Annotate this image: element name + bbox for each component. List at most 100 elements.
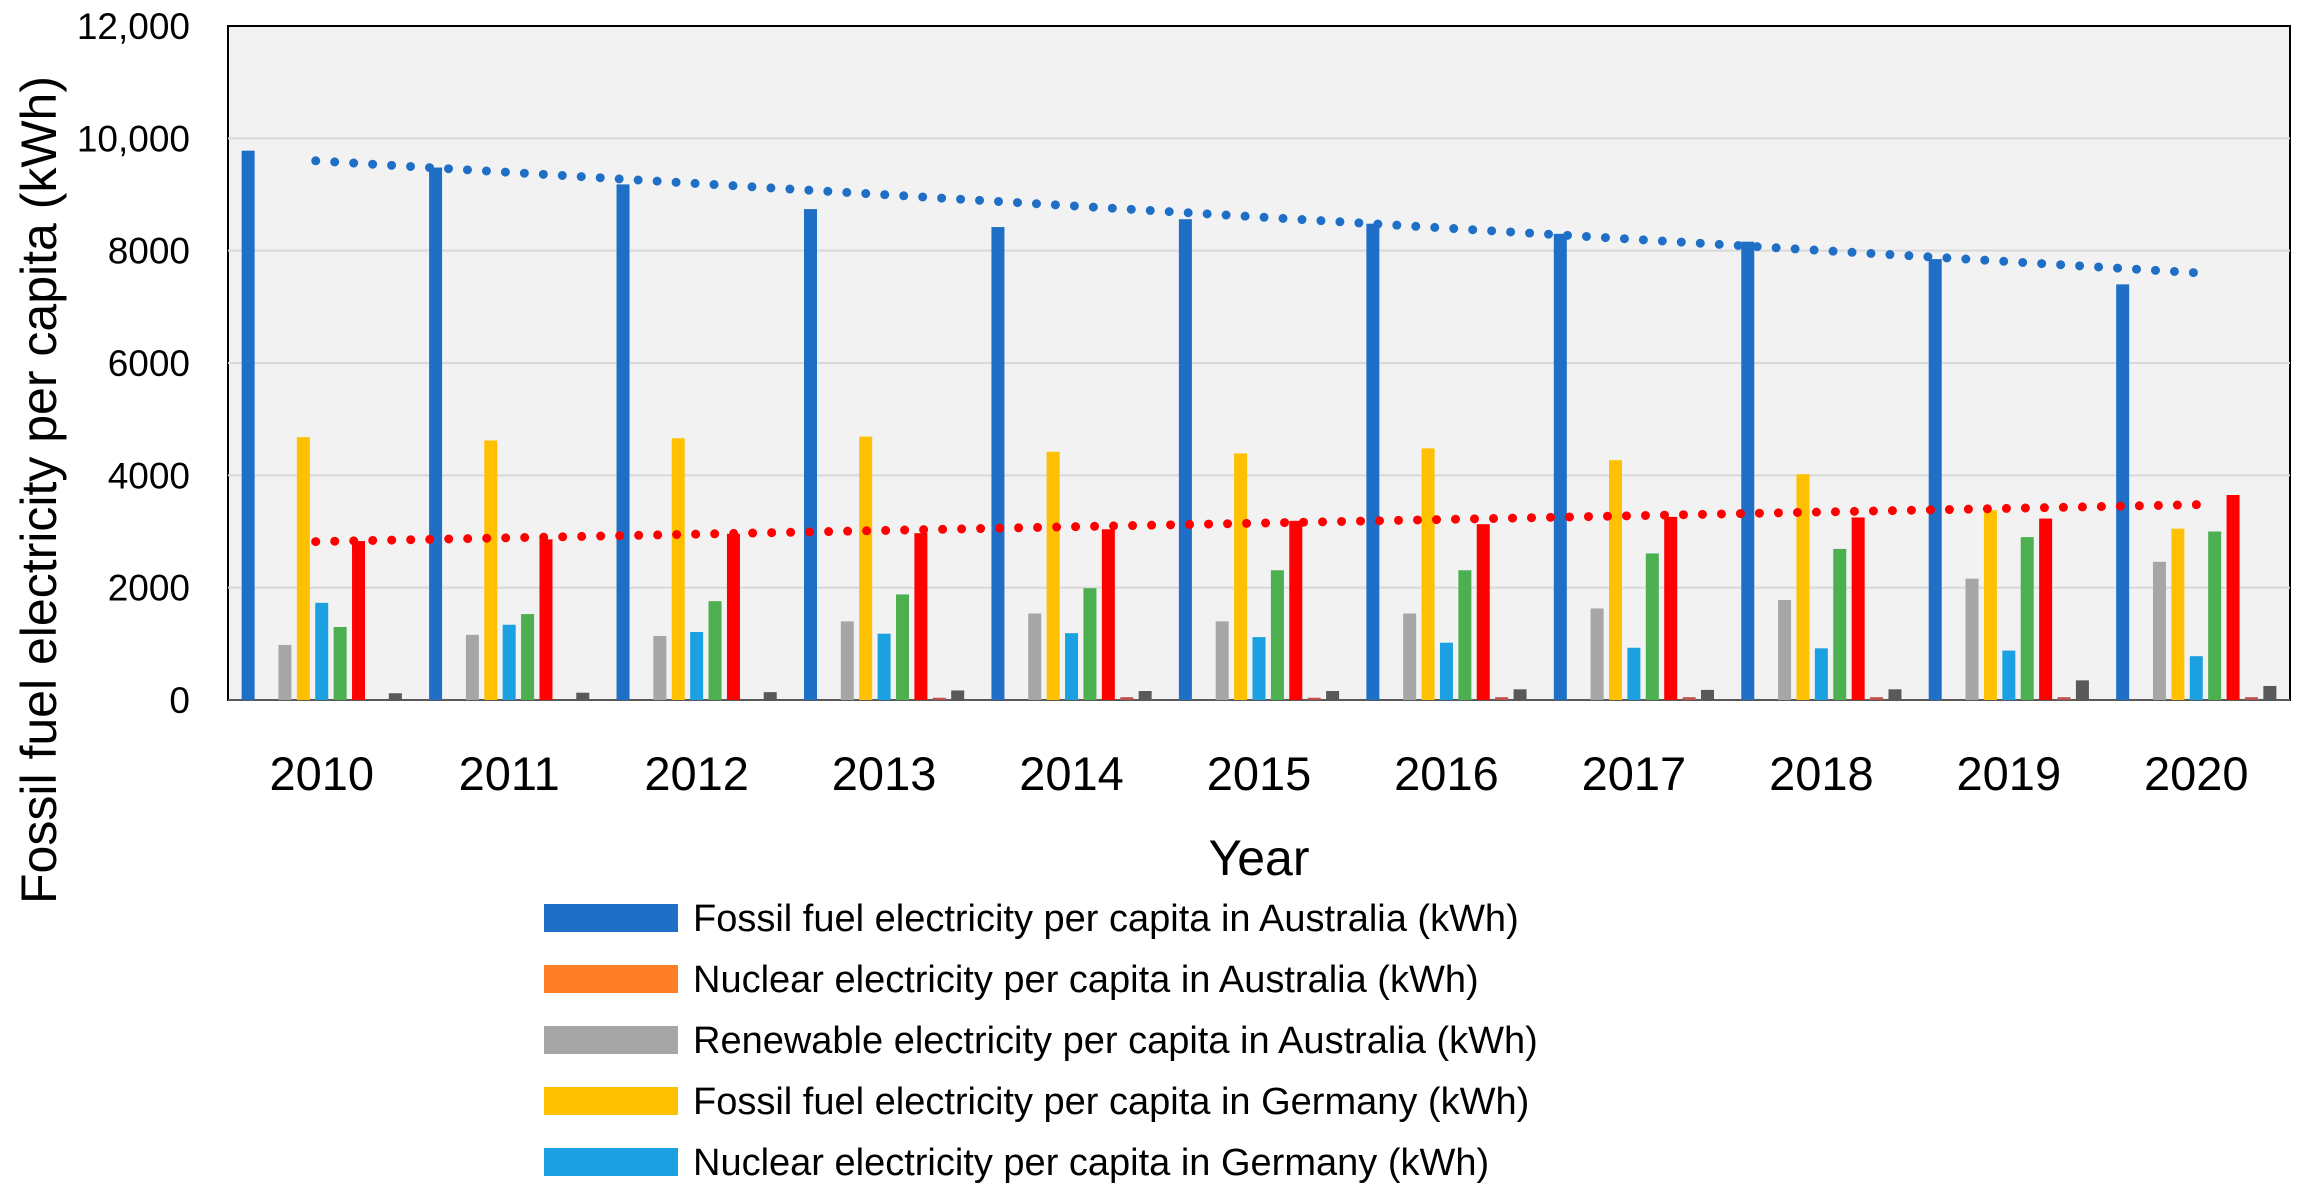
x-tick-label: 2017 [1582, 747, 1687, 800]
bar-2010-series-6 [333, 626, 347, 700]
bar-2015-series-5 [1252, 637, 1266, 700]
bar-2020-series-6 [2208, 531, 2222, 700]
bar-2012-series-7 [726, 533, 740, 700]
x-tick-label: 2018 [1769, 747, 1874, 800]
bar-2016-series-1 [1366, 223, 1380, 700]
bar-2010-series-9 [388, 693, 402, 700]
legend: Fossil fuel electricity per capita in Au… [544, 898, 1538, 1184]
bar-2015-series-8 [1307, 697, 1321, 700]
legend-label-3: Renewable electricity per capita in Aust… [693, 1020, 1538, 1062]
bar-2014-series-6 [1083, 588, 1097, 700]
x-tick-label: 2011 [459, 747, 560, 800]
x-tick-label: 2015 [1207, 747, 1312, 800]
bar-2019-series-1 [1928, 259, 1942, 700]
x-tick-label: 2013 [832, 747, 937, 800]
bar-2016-series-4 [1421, 448, 1435, 700]
bar-2016-series-9 [1513, 689, 1527, 700]
x-axis-title: Year [1208, 830, 1309, 886]
bar-2011-series-7 [539, 539, 553, 700]
bar-2010-series-4 [296, 437, 310, 700]
bar-2018-series-7 [1851, 517, 1865, 700]
legend-label-1: Fossil fuel electricity per capita in Au… [693, 898, 1519, 940]
bar-2013-series-8 [932, 697, 946, 700]
bars [241, 150, 2277, 701]
bar-2013-series-5 [877, 633, 891, 700]
y-tick-label: 6000 [108, 343, 190, 384]
bar-2010-series-1 [241, 150, 255, 700]
bar-2013-series-4 [859, 436, 873, 700]
bar-2020-series-9 [2263, 685, 2277, 700]
bar-2017-series-9 [1701, 689, 1715, 700]
bar-2014-series-5 [1065, 633, 1079, 700]
bar-2014-series-1 [991, 227, 1005, 700]
bar-2013-series-3 [840, 621, 854, 700]
bar-2014-series-9 [1138, 691, 1152, 700]
trendline-1 [311, 156, 2207, 278]
bar-2019-series-5 [2002, 650, 2016, 700]
bar-2012-series-4 [671, 438, 685, 700]
bar-2019-series-4 [1983, 510, 1997, 700]
legend-label-4: Fossil fuel electricity per capita in Ge… [693, 1081, 1529, 1123]
bar-2017-series-7 [1664, 516, 1678, 700]
bar-2020-series-3 [2152, 561, 2166, 700]
bar-2014-series-8 [1120, 697, 1134, 700]
bar-2018-series-5 [1814, 648, 1828, 700]
y-tick-label: 0 [169, 680, 190, 721]
legend-label-5: Nuclear electricity per capita in German… [693, 1142, 1489, 1184]
bar-2018-series-3 [1778, 600, 1792, 700]
bar-2020-series-1 [2116, 284, 2130, 700]
bar-2013-series-1 [803, 209, 817, 700]
bar-2010-series-5 [315, 602, 329, 700]
legend-swatch-3 [544, 1026, 678, 1054]
bar-2019-series-6 [2020, 537, 2034, 700]
bar-2011-series-6 [521, 614, 535, 700]
x-tick-label: 2012 [644, 747, 749, 800]
bar-2018-series-8 [1870, 697, 1884, 700]
legend-swatch-1 [544, 904, 678, 932]
bar-2012-series-5 [690, 632, 704, 700]
bar-2017-series-4 [1609, 460, 1623, 700]
bar-2016-series-6 [1458, 570, 1472, 700]
bar-2015-series-4 [1234, 453, 1248, 700]
bar-2018-series-6 [1833, 548, 1847, 700]
bar-2019-series-7 [2039, 518, 2053, 700]
bar-2011-series-4 [484, 440, 498, 700]
legend-swatch-4 [544, 1087, 678, 1115]
bar-2017-series-6 [1645, 553, 1659, 700]
bar-2018-series-4 [1796, 474, 1810, 700]
bar-2018-series-9 [1888, 689, 1902, 700]
bar-2015-series-6 [1270, 570, 1284, 700]
bar-2020-series-5 [2189, 656, 2203, 700]
y-tick-label: 2000 [108, 568, 190, 609]
bar-2016-series-3 [1403, 613, 1417, 700]
bar-2011-series-3 [465, 634, 479, 700]
bar-2012-series-3 [653, 635, 667, 700]
legend-label-2: Nuclear electricity per capita in Austra… [693, 959, 1479, 1001]
trendlines [311, 156, 2207, 547]
x-tick-label: 2010 [269, 747, 374, 800]
bar-2020-series-7 [2226, 494, 2240, 700]
bar-2013-series-7 [914, 533, 928, 700]
bar-2019-series-8 [2057, 697, 2071, 700]
bar-2011-series-9 [576, 692, 590, 700]
x-tick-label: 2019 [1957, 747, 2062, 800]
x-tick-label: 2020 [2144, 747, 2249, 800]
bar-2015-series-1 [1178, 219, 1192, 701]
y-tick-label: 12,000 [77, 6, 190, 47]
bar-2017-series-3 [1590, 608, 1604, 700]
y-axis-ticks: 0 2000 4000 6000 8000 10,000 12,000 [77, 6, 190, 721]
legend-swatch-5 [544, 1148, 678, 1176]
bar-2012-series-6 [708, 601, 722, 700]
x-axis-ticks: 2010 2011 2012 2013 2014 2015 2016 2017 2018 2019… [269, 747, 2248, 800]
bar-2014-series-4 [1046, 451, 1060, 700]
bar-2013-series-9 [951, 690, 965, 700]
bar-2019-series-3 [1965, 578, 1979, 700]
y-tick-label: 8000 [108, 231, 190, 272]
bar-2016-series-7 [1476, 524, 1490, 700]
bar-2016-series-8 [1495, 697, 1509, 700]
bar-2013-series-6 [895, 594, 909, 700]
bar-2011-series-1 [429, 167, 443, 701]
bar-2020-series-4 [2171, 528, 2185, 700]
bar-2010-series-3 [278, 644, 292, 700]
